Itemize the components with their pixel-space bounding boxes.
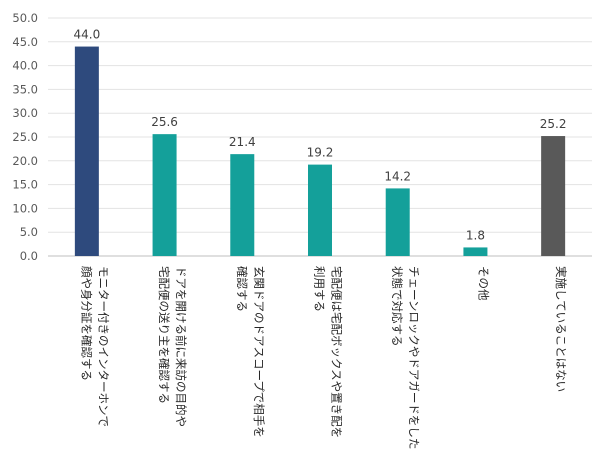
y-tick-label: 40.0 <box>12 59 38 73</box>
bar <box>541 136 566 256</box>
category-label-line: 玄関ドアのドアスコープで相手を <box>252 266 266 438</box>
category-label-line: 利用する <box>313 266 327 312</box>
data-label: 25.6 <box>151 115 178 129</box>
bar <box>74 46 99 257</box>
data-label: 19.2 <box>307 146 334 160</box>
category-label-line: モニター付きのインターホンで <box>96 266 110 427</box>
y-tick-label: 15.0 <box>12 178 38 192</box>
category-label-line: 宅配便は宅配ボックスや置き配を <box>330 266 344 438</box>
bar <box>308 164 332 256</box>
category-label-line: 宅配便の送り主を確認する <box>157 266 171 404</box>
bar <box>385 188 410 256</box>
bar <box>230 154 255 256</box>
data-labels: 44.0 25.6 21.4 19.2 14.2 1.8 25.2 <box>73 28 566 243</box>
category-label: 実施していることはない <box>554 266 568 392</box>
y-tick-label: 0.0 <box>20 249 38 263</box>
category-label: その他 <box>476 266 490 301</box>
y-axis-ticks: 0.0 5.0 10.0 15.0 20.0 25.0 30.0 35.0 40.0 45.0 50… <box>12 11 38 263</box>
category-label-line: 状態で対応する <box>390 266 404 347</box>
data-label: 14.2 <box>384 169 411 183</box>
category-label-line: 確認する <box>235 266 249 312</box>
bars <box>74 46 566 257</box>
data-label: 21.4 <box>229 135 256 149</box>
category-label-line: ドアを開ける前に来訪の目的や <box>174 266 188 427</box>
bar <box>152 134 177 256</box>
category-label-line: その他 <box>476 266 490 301</box>
data-label: 25.2 <box>540 117 567 131</box>
data-label: 44.0 <box>73 28 100 42</box>
y-tick-label: 35.0 <box>12 82 38 96</box>
y-tick-label: 5.0 <box>20 225 38 239</box>
category-label-line: チェーンロックやドアガードをした <box>407 266 421 449</box>
y-tick-label: 30.0 <box>12 106 38 120</box>
category-label-line: 実施していることはない <box>554 266 568 392</box>
y-tick-label: 50.0 <box>12 11 38 25</box>
data-label: 1.8 <box>466 228 485 242</box>
category-label-line: 顔や身分証を確認する <box>79 266 93 381</box>
y-tick-label: 20.0 <box>12 154 38 168</box>
bar <box>463 247 488 256</box>
y-tick-label: 10.0 <box>12 201 38 215</box>
gridlines <box>48 17 592 257</box>
y-tick-label: 25.0 <box>12 130 38 144</box>
y-tick-label: 45.0 <box>12 35 38 49</box>
